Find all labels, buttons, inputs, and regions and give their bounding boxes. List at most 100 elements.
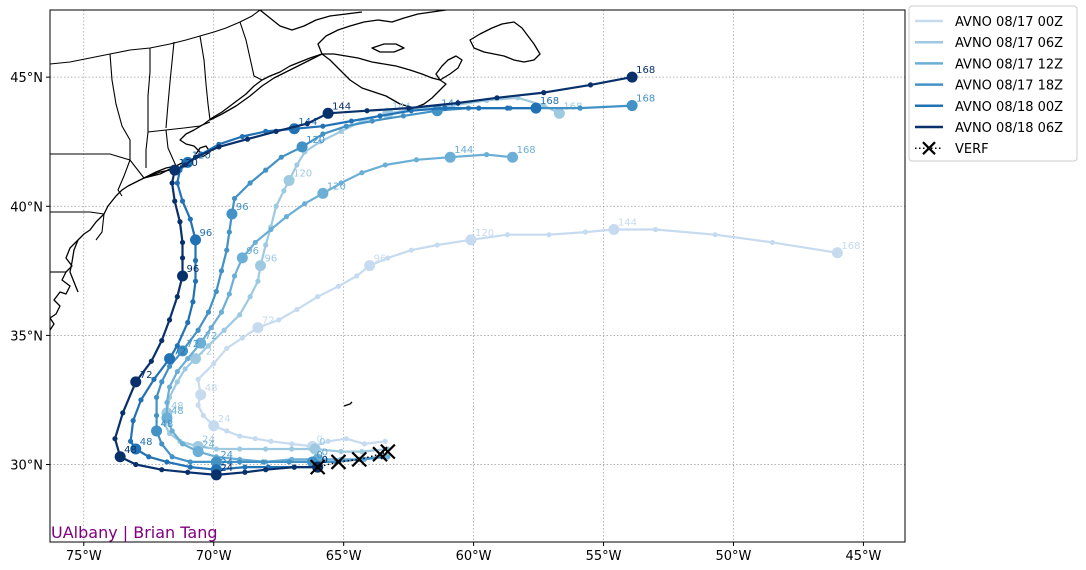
- track-marker-24h: [236, 252, 248, 264]
- legend-entry: VERF: [915, 141, 989, 157]
- bermuda: [343, 401, 353, 407]
- track-point: [237, 459, 243, 465]
- forecast-hour-label: 168: [563, 101, 582, 112]
- legend-entry: AVNO 08/17 00Z: [915, 15, 1063, 30]
- border-ny-upper: [109, 53, 131, 160]
- legend-entry: AVNO 08/17 06Z: [915, 36, 1063, 51]
- track-point: [187, 459, 193, 465]
- track-point: [242, 469, 248, 475]
- track-point: [151, 376, 157, 382]
- track-point: [320, 131, 326, 137]
- track-marker-24h: [177, 270, 189, 282]
- y-tick-label: 40°N: [10, 200, 43, 215]
- track-point: [263, 467, 269, 473]
- nc-capes: [50, 317, 55, 331]
- track-point: [541, 90, 547, 96]
- track-point: [304, 121, 310, 127]
- track-marker-24h: [507, 151, 519, 163]
- border-ct-ri: [145, 131, 149, 168]
- track-point: [130, 418, 136, 424]
- track-point: [541, 102, 547, 109]
- track-point: [317, 139, 323, 145]
- y-tick-label: 45°N: [10, 71, 43, 86]
- track-point: [268, 226, 274, 233]
- track-point: [112, 436, 118, 442]
- forecast-hour-label: 168: [517, 145, 536, 156]
- legend-entry: AVNO 08/17 12Z: [915, 57, 1063, 72]
- verf-marker: [309, 459, 326, 475]
- forecast-hour-label: 96: [200, 228, 213, 239]
- forecast-hour-label: 96: [236, 202, 249, 213]
- track-point: [263, 128, 269, 134]
- track-point: [244, 136, 251, 142]
- track-marker-24h: [169, 164, 181, 176]
- track-marker-24h: [444, 151, 456, 163]
- forecast-hour-label: 24: [202, 434, 215, 445]
- track-point: [712, 232, 718, 238]
- forecast-hour-label: 48: [205, 383, 218, 394]
- track-point: [546, 232, 552, 238]
- cape-breton: [435, 55, 463, 81]
- track-point: [159, 467, 165, 473]
- track-point: [169, 180, 175, 186]
- track-point: [218, 268, 225, 274]
- forecast-hour-label: 120: [293, 168, 312, 179]
- track-marker-24h: [553, 107, 565, 119]
- track-point: [263, 446, 269, 452]
- border-canada-us: [50, 10, 261, 65]
- track-point: [221, 327, 227, 333]
- us-east-coast: [50, 53, 323, 319]
- forecast-hour-label: 24: [220, 463, 233, 474]
- track-point: [237, 312, 243, 318]
- track-point: [166, 384, 173, 390]
- track-point: [159, 379, 165, 385]
- track-point: [504, 232, 510, 238]
- track-point: [231, 273, 238, 279]
- forecast-hour-label: 120: [192, 150, 211, 161]
- legend-entry: AVNO 08/18 06Z: [915, 121, 1063, 136]
- x-tick-label: 65°W: [326, 549, 362, 564]
- track-marker-24h: [465, 234, 477, 246]
- x-tick-label: 50°W: [716, 549, 752, 564]
- y-axis-ticks: 30°N 35°N 40°N 45°N: [10, 71, 50, 474]
- forecast-hour-label: 0: [319, 437, 325, 448]
- track-point: [218, 309, 225, 315]
- track-point: [187, 216, 193, 222]
- legend-label: AVNO 08/17 18Z: [955, 79, 1063, 94]
- forecast-hour-label: 96: [246, 246, 259, 257]
- border-ma: [147, 121, 211, 133]
- border-vt-ny: [147, 48, 151, 132]
- border-ny-pa: [50, 153, 145, 179]
- track-point: [179, 198, 186, 204]
- track-point: [286, 459, 292, 465]
- map-frame: [49, 9, 906, 543]
- credit-label: UAlbany | Brian Tang: [51, 523, 218, 542]
- track-point: [289, 446, 295, 452]
- forecast-hour-label: 96: [374, 254, 387, 265]
- track-marker-24h: [626, 71, 638, 83]
- forecast-hour-label: 168: [841, 241, 860, 252]
- track-point: [146, 454, 152, 460]
- pei: [371, 43, 405, 53]
- track-marker-24h: [255, 260, 267, 272]
- track-point: [179, 255, 186, 261]
- border-md-de: [95, 213, 105, 241]
- track-point: [364, 108, 370, 114]
- track-marker-24h: [177, 345, 189, 357]
- track-point: [302, 201, 308, 207]
- track-marker-24h: [626, 100, 638, 112]
- forecast-hour-label: 48: [161, 419, 174, 430]
- track-marker-24h: [608, 224, 620, 236]
- forecast-hour-label: 168: [540, 96, 559, 107]
- track-point: [120, 410, 126, 416]
- track-point: [148, 358, 154, 364]
- track-point: [276, 317, 282, 323]
- track-point: [159, 337, 165, 344]
- track-point: [354, 273, 360, 279]
- legend-label: AVNO 08/17 06Z: [955, 36, 1063, 51]
- track-point: [577, 105, 583, 111]
- track-point: [359, 170, 365, 176]
- track-point: [179, 441, 186, 447]
- track-point: [476, 105, 482, 111]
